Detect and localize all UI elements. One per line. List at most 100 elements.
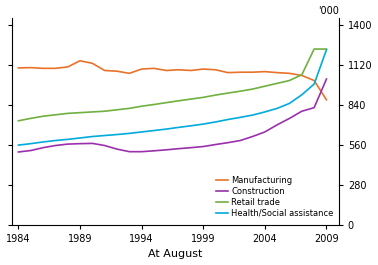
Health/Social assistance	[226, 118, 230, 121]
Health/Social assistance	[139, 130, 144, 134]
Manufacturing	[115, 70, 119, 73]
Health/Social assistance	[78, 136, 82, 140]
Construction	[16, 150, 21, 153]
Retail trade	[250, 87, 255, 91]
Health/Social assistance	[238, 116, 243, 119]
Construction	[65, 143, 70, 146]
Construction	[127, 150, 132, 153]
Construction	[90, 142, 94, 145]
Construction	[189, 146, 193, 149]
Manufacturing	[28, 66, 33, 69]
Manufacturing	[213, 68, 218, 71]
Line: Construction: Construction	[19, 79, 327, 152]
Construction	[287, 117, 292, 120]
Construction	[238, 139, 243, 142]
Construction	[299, 110, 304, 113]
Manufacturing	[90, 62, 94, 65]
Health/Social assistance	[53, 139, 58, 142]
Health/Social assistance	[275, 107, 279, 110]
Health/Social assistance	[312, 82, 316, 86]
Retail trade	[201, 96, 206, 99]
Construction	[275, 123, 279, 126]
Retail trade	[177, 99, 181, 102]
Construction	[115, 148, 119, 151]
Retail trade	[127, 107, 132, 110]
Retail trade	[65, 112, 70, 115]
Manufacturing	[238, 70, 243, 74]
Manufacturing	[324, 98, 329, 101]
Health/Social assistance	[263, 110, 267, 113]
Health/Social assistance	[115, 133, 119, 136]
Line: Health/Social assistance: Health/Social assistance	[19, 50, 327, 145]
Manufacturing	[127, 72, 132, 75]
Retail trade	[78, 111, 82, 114]
Construction	[41, 146, 45, 149]
Retail trade	[16, 119, 21, 122]
Manufacturing	[78, 59, 82, 62]
Health/Social assistance	[250, 113, 255, 117]
Construction	[152, 149, 156, 152]
Health/Social assistance	[201, 122, 206, 126]
Health/Social assistance	[287, 102, 292, 105]
Health/Social assistance	[164, 127, 169, 131]
Retail trade	[213, 94, 218, 97]
Manufacturing	[299, 74, 304, 77]
Retail trade	[287, 79, 292, 82]
Retail trade	[189, 98, 193, 101]
Construction	[213, 143, 218, 146]
Construction	[226, 141, 230, 144]
Retail trade	[226, 91, 230, 95]
Retail trade	[164, 101, 169, 104]
Health/Social assistance	[41, 140, 45, 144]
Construction	[164, 148, 169, 151]
Line: Manufacturing: Manufacturing	[19, 61, 327, 100]
Health/Social assistance	[189, 124, 193, 127]
Manufacturing	[139, 68, 144, 71]
Retail trade	[115, 108, 119, 111]
Construction	[177, 147, 181, 150]
Retail trade	[238, 90, 243, 93]
Retail trade	[139, 105, 144, 108]
Health/Social assistance	[152, 129, 156, 132]
Manufacturing	[164, 69, 169, 72]
Construction	[28, 149, 33, 152]
Manufacturing	[201, 68, 206, 71]
Health/Social assistance	[213, 120, 218, 123]
Manufacturing	[263, 70, 267, 73]
Manufacturing	[102, 69, 107, 72]
Retail trade	[275, 82, 279, 85]
Retail trade	[28, 117, 33, 120]
Manufacturing	[189, 69, 193, 72]
Construction	[263, 130, 267, 134]
Health/Social assistance	[102, 134, 107, 137]
Construction	[201, 145, 206, 148]
Construction	[102, 144, 107, 147]
Manufacturing	[41, 67, 45, 70]
Retail trade	[299, 73, 304, 76]
Retail trade	[312, 47, 316, 51]
Retail trade	[53, 113, 58, 116]
Construction	[53, 144, 58, 147]
Health/Social assistance	[299, 93, 304, 96]
Manufacturing	[287, 72, 292, 75]
Retail trade	[324, 47, 329, 51]
Retail trade	[102, 110, 107, 113]
Construction	[78, 142, 82, 145]
Manufacturing	[250, 70, 255, 74]
Construction	[312, 106, 316, 109]
Construction	[324, 77, 329, 81]
Construction	[250, 135, 255, 138]
X-axis label: At August: At August	[148, 249, 203, 259]
Manufacturing	[275, 71, 279, 74]
Health/Social assistance	[324, 48, 329, 51]
Line: Retail trade: Retail trade	[19, 49, 327, 121]
Health/Social assistance	[90, 135, 94, 138]
Manufacturing	[53, 67, 58, 70]
Health/Social assistance	[127, 132, 132, 135]
Retail trade	[41, 115, 45, 118]
Retail trade	[152, 103, 156, 106]
Text: '000: '000	[318, 6, 339, 16]
Manufacturing	[65, 65, 70, 68]
Construction	[139, 150, 144, 153]
Manufacturing	[152, 67, 156, 70]
